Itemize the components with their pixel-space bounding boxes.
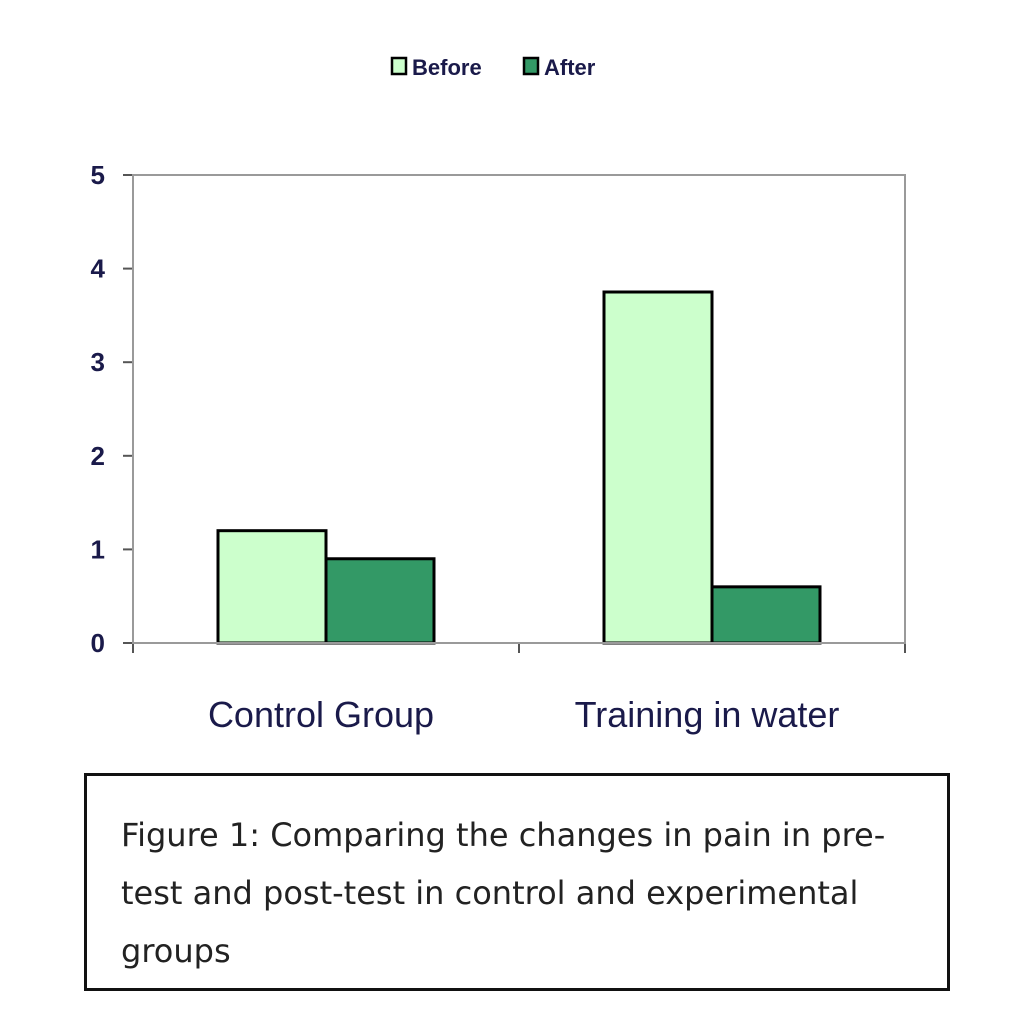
y-tick-label: 3 (91, 347, 105, 377)
bar-after (710, 585, 822, 645)
bar-after (324, 557, 436, 645)
y-axis: 0 1 2 3 4 5 (91, 160, 134, 658)
legend-swatch-before (390, 56, 408, 76)
legend: Before After (390, 55, 596, 80)
y-tick-label: 5 (91, 160, 105, 190)
bar-before (216, 529, 328, 645)
bars (216, 290, 822, 645)
y-tick-label: 1 (91, 534, 105, 564)
x-category-label: Control Group (208, 694, 434, 735)
legend-label-before: Before (412, 55, 482, 80)
legend-label-after: After (544, 55, 596, 80)
y-tick-label: 4 (91, 254, 106, 284)
x-category-label: Training in water (575, 694, 840, 735)
bar-before (602, 290, 714, 645)
figure-caption-box: Figure 1: Comparing the changes in pain … (84, 773, 950, 991)
legend-swatch-after (522, 56, 540, 76)
x-axis: Control Group Training in water (132, 642, 906, 735)
plot-area (132, 174, 906, 644)
bar-chart: Before After 0 1 2 3 4 5 Control Group Training… (91, 55, 906, 735)
figure-caption: Figure 1: Comparing the changes in pain … (121, 816, 886, 970)
y-tick-label: 0 (91, 628, 105, 658)
y-tick-label: 2 (91, 441, 105, 471)
